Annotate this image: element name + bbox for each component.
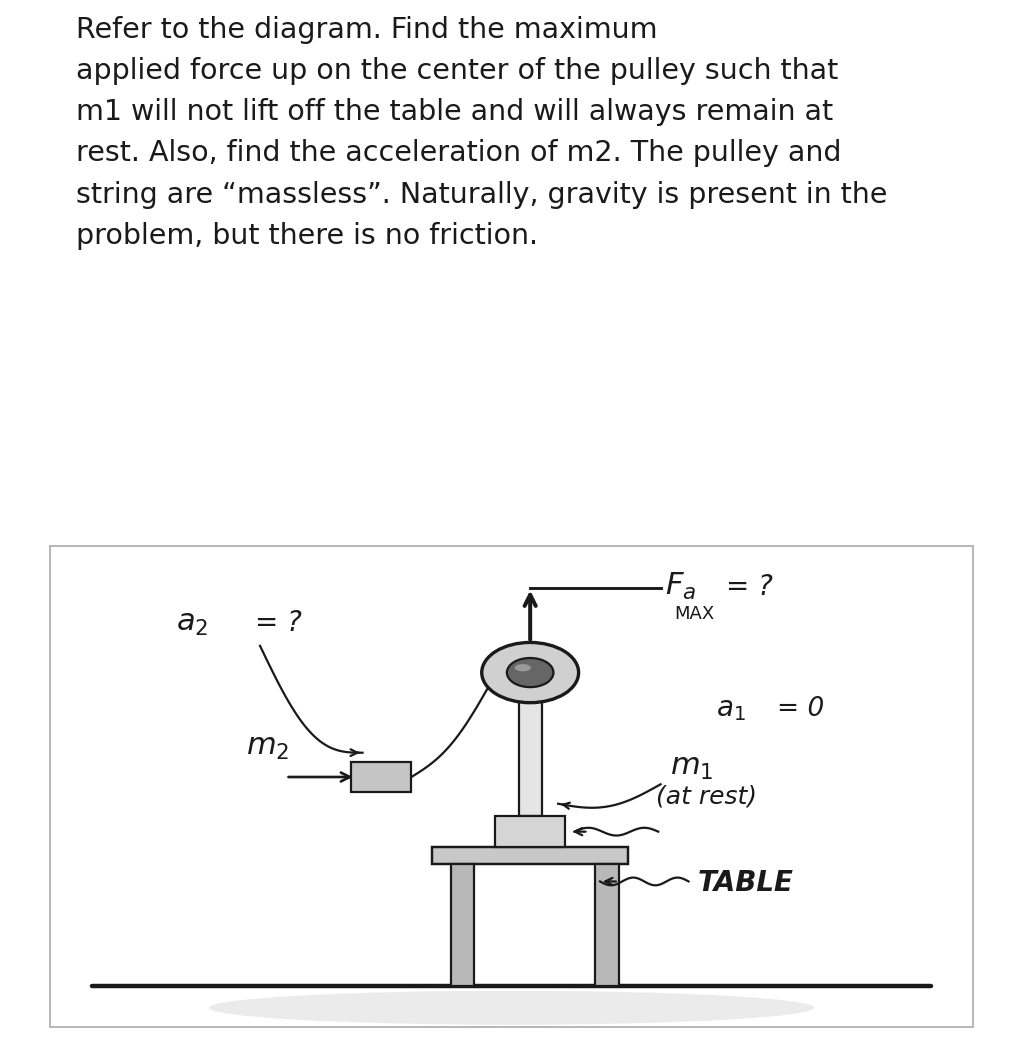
Text: = ?: = ? xyxy=(256,609,302,637)
FancyBboxPatch shape xyxy=(51,546,972,1027)
Text: = 0: = 0 xyxy=(777,696,825,722)
Ellipse shape xyxy=(209,991,814,1024)
Text: MAX: MAX xyxy=(675,605,715,623)
Bar xyxy=(495,816,565,847)
Ellipse shape xyxy=(507,658,554,687)
Bar xyxy=(518,699,542,816)
Bar xyxy=(433,847,628,865)
Bar xyxy=(351,762,411,792)
Ellipse shape xyxy=(514,664,530,672)
Text: Refer to the diagram. Find the maximum
applied force up on the center of the pul: Refer to the diagram. Find the maximum a… xyxy=(76,16,888,250)
Text: $m_2$: $m_2$ xyxy=(246,733,289,762)
Text: (at rest): (at rest) xyxy=(656,785,757,809)
Ellipse shape xyxy=(482,642,578,702)
Text: $a_1$: $a_1$ xyxy=(717,695,746,723)
Text: = ?: = ? xyxy=(726,572,773,601)
Text: $F_a$: $F_a$ xyxy=(665,571,696,602)
Text: $m_1$: $m_1$ xyxy=(670,753,714,781)
Text: $a_2$: $a_2$ xyxy=(176,609,209,639)
Text: TABLE: TABLE xyxy=(698,869,794,898)
Bar xyxy=(596,865,619,986)
Bar xyxy=(451,865,474,986)
